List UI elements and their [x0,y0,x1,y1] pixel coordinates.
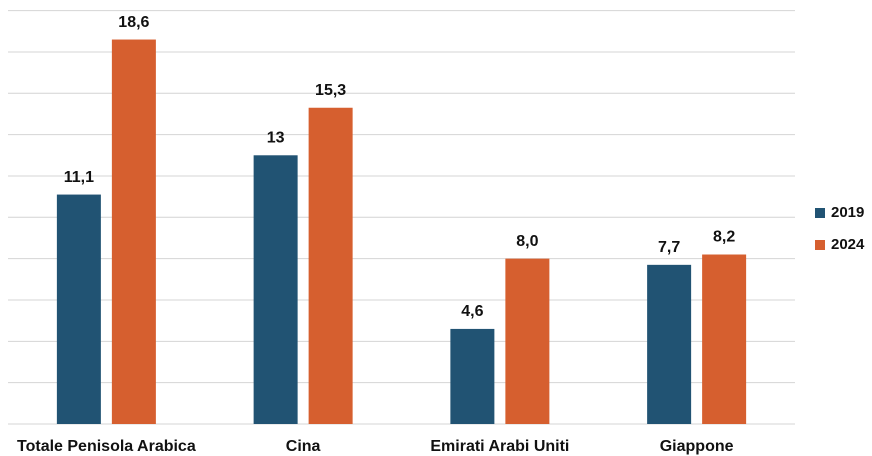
x-tick-label: Cina [286,438,321,455]
bar [308,107,353,425]
x-tick-label: Giappone [660,438,734,455]
bar [56,194,101,424]
data-label: 8,2 [713,229,735,246]
legend-swatch [815,208,825,218]
bar [111,39,156,425]
data-label: 13 [267,130,285,147]
data-label: 4,6 [461,303,483,320]
data-label: 18,6 [118,14,149,31]
legend-label: 2019 [831,204,864,221]
x-tick-label: Emirati Arabi Uniti [430,438,569,455]
data-label: 15,3 [315,82,346,99]
bar [450,328,495,424]
data-label: 11,1 [64,169,94,186]
data-label: 7,7 [658,239,680,256]
legend-label: 2024 [831,236,865,253]
bar [505,258,550,424]
bar [647,264,692,424]
bar [702,254,747,424]
x-tick-label: Totale Penisola Arabica [17,438,196,455]
bar [253,155,298,425]
data-label: 8,0 [516,233,538,250]
legend-swatch [815,240,825,250]
